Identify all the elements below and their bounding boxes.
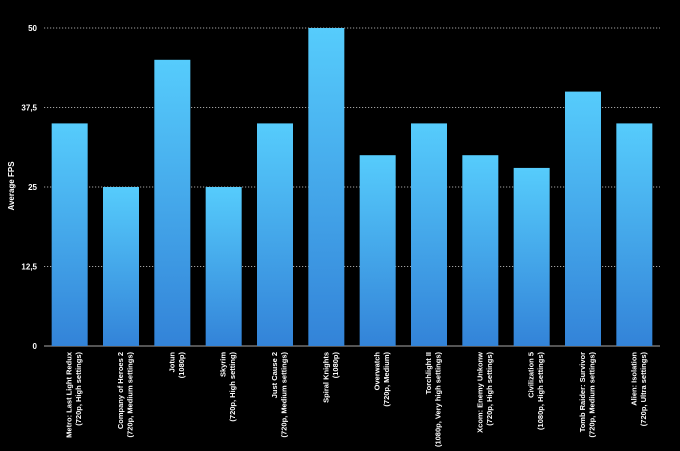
bar (565, 91, 601, 346)
bar (205, 187, 242, 346)
y-tick-label: 25 (28, 183, 37, 192)
gridlines (44, 27, 660, 347)
y-axis-label: Average FPS (7, 161, 16, 211)
category-label: Xcom: Enemy Unkonw(720p, High settings) (475, 352, 494, 433)
bar (616, 123, 653, 347)
category-label: Jotun(1080p) (167, 352, 186, 379)
category-label: Spiral Knights(1080p) (321, 352, 340, 403)
y-tick-label: 12,5 (21, 263, 37, 272)
bar (257, 123, 293, 347)
category-label: Overwatch(720p, Medium) (373, 352, 392, 407)
category-label: Civilization 5(1080p, High settings) (527, 352, 546, 430)
bar (411, 123, 447, 347)
y-tick-label: 37,5 (21, 104, 37, 113)
category-label: Torchlight II(1080p, Very high settings) (424, 352, 443, 448)
bar (154, 59, 191, 347)
bar (308, 28, 345, 346)
y-tick-labels: 0 12,5 25 37,5 50 (21, 24, 37, 351)
category-label: Alien: Isolation(720p, Ultra settings) (629, 352, 648, 427)
bar (51, 123, 88, 347)
category-label: Company of Heroes 2(720p, Medium setting… (116, 352, 135, 438)
category-label: Skyrim(720p, High setting) (219, 352, 238, 422)
category-label: Tomb Raider: Survivor(720p, Medium setti… (578, 352, 597, 438)
y-tick-label: 0 (33, 342, 38, 351)
category-label: Just Cause 2(720p, Medium settings) (270, 352, 289, 438)
bar (359, 155, 396, 346)
bar (513, 167, 550, 346)
category-label: Metro: Last Light Redux(720p, High setti… (65, 351, 84, 438)
x-category-labels: Metro: Last Light Redux(720p, High setti… (65, 351, 648, 447)
y-tick-label: 50 (28, 24, 37, 33)
bar (462, 155, 499, 346)
bar (103, 187, 139, 346)
bars (51, 28, 653, 347)
